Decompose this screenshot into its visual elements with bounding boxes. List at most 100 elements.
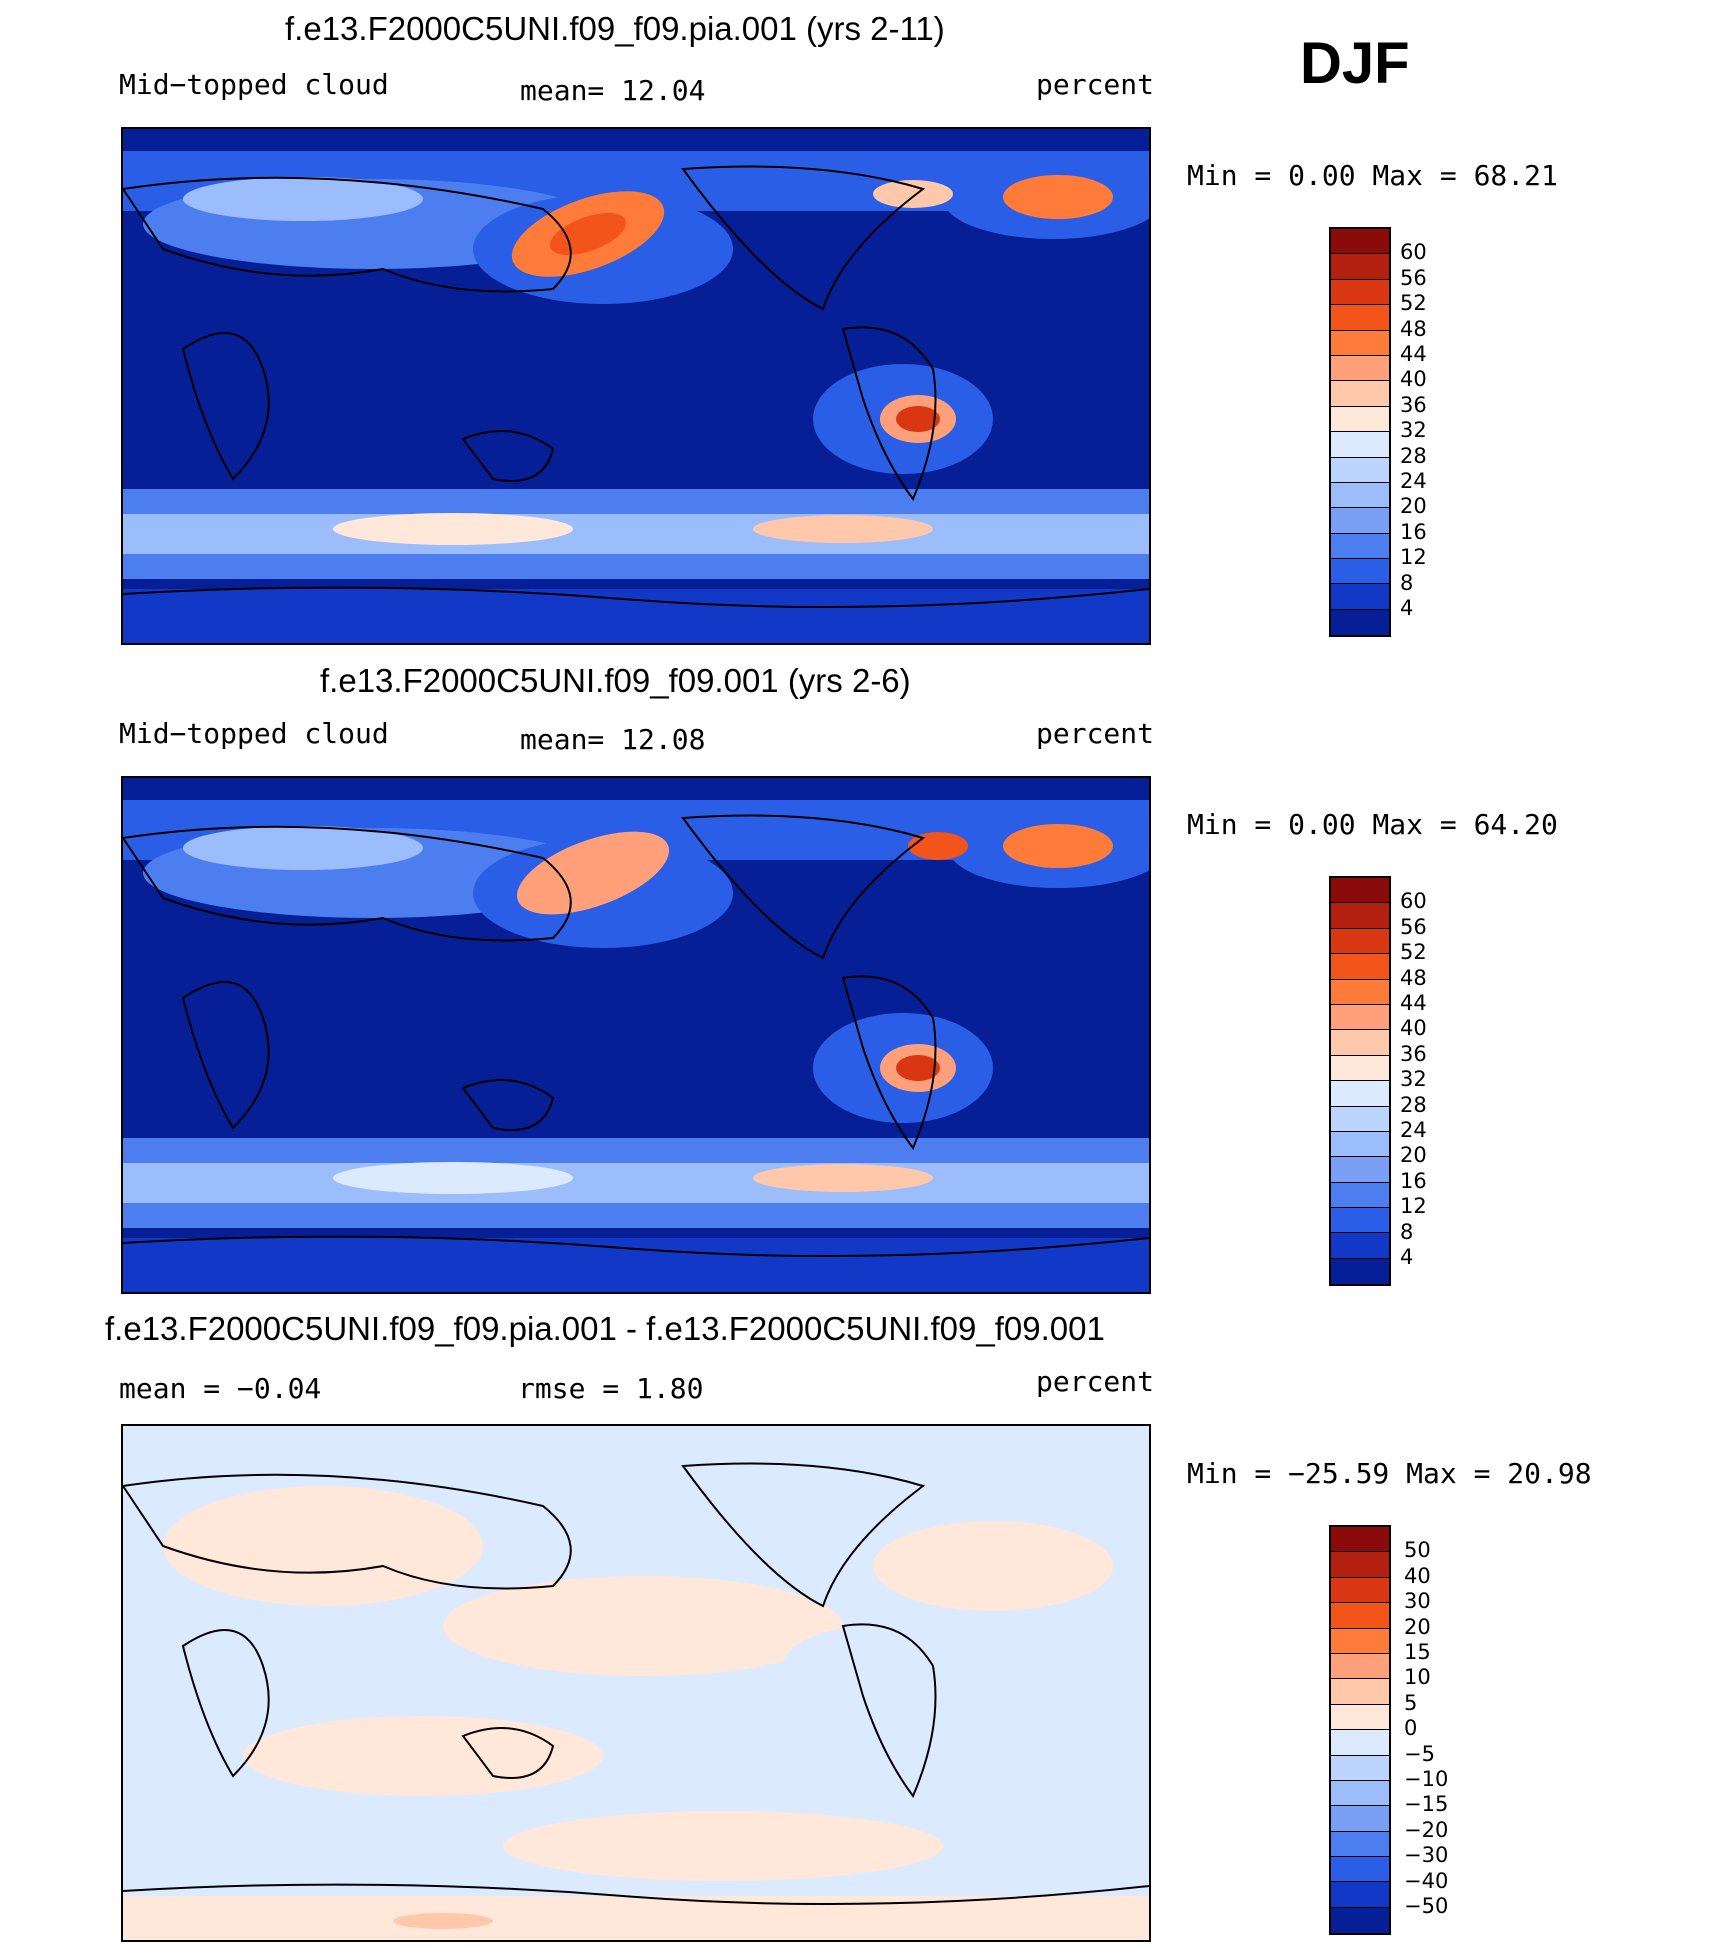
colorbar-segment	[1331, 979, 1389, 1005]
colorbar-segment	[1331, 1233, 1389, 1259]
colorbar-segment	[1331, 1208, 1389, 1234]
panel-2-map	[121, 776, 1151, 1294]
colorbar-tick-label: 44	[1400, 342, 1427, 366]
southeast-pacific-max	[896, 1055, 940, 1081]
colorbar-tick-label: 20	[1404, 1614, 1431, 1639]
eurasia-coastline	[123, 825, 572, 942]
colorbar-tick-label: −40	[1404, 1868, 1449, 1893]
colorbar-segment	[1331, 1603, 1389, 1629]
panel-1-units-label: percent	[1036, 68, 1155, 101]
colorbar-tick-label: 40	[1400, 1016, 1427, 1041]
colorbar-tick-label: 48	[1400, 316, 1427, 341]
panel-3-units-label: percent	[1036, 1365, 1155, 1398]
colorbar-segment	[1331, 609, 1389, 636]
panel-2-units-label: percent	[1036, 717, 1155, 750]
africa-coastline	[181, 1629, 270, 1778]
atlantic-storm-track-core	[1003, 175, 1113, 219]
colorbar-tick-label: 48	[1400, 965, 1427, 990]
difference-positive-4	[243, 1716, 603, 1796]
panel-1-mean-label: mean= 12.04	[520, 74, 706, 107]
colorbar-tick-label: −20	[1404, 1817, 1449, 1842]
colorbar-tick-label: 56	[1400, 265, 1427, 290]
colorbar-segment	[1331, 1882, 1389, 1908]
colorbar-tick-label: −50	[1404, 1894, 1449, 1918]
colorbar-segment	[1331, 1755, 1389, 1781]
antarctic-coastline	[123, 1235, 1149, 1257]
difference-positive-5	[503, 1811, 943, 1881]
panel-1-map-svg	[123, 129, 1149, 643]
difference-positive-2	[443, 1576, 843, 1676]
colorbar-segment	[1331, 1552, 1389, 1578]
colorbar-tick-label: −15	[1404, 1792, 1449, 1817]
panel-1-map	[121, 127, 1151, 645]
colorbar-segment	[1331, 1004, 1389, 1031]
north-america-cloud	[873, 180, 953, 208]
africa-coastline	[181, 332, 270, 481]
colorbar-segment	[1331, 457, 1389, 483]
difference-positive-3	[873, 1521, 1113, 1611]
colorbar-segment	[1331, 533, 1389, 560]
panel-3-minmax-label: Min = −25.59 Max = 20.98	[1187, 1457, 1592, 1490]
colorbar-tick-label: −10	[1404, 1767, 1449, 1791]
colorbar-segment	[1331, 1030, 1389, 1056]
australia-coastline	[461, 430, 555, 482]
colorbar-segment	[1331, 1182, 1389, 1209]
eurasia-coastline	[123, 1473, 572, 1590]
colorbar-segment	[1331, 432, 1389, 458]
panel-1-colorbar	[1329, 227, 1391, 638]
colorbar-tick-label: 56	[1400, 914, 1427, 939]
colorbar-tick-label: 8	[1400, 1219, 1414, 1244]
panel-2-mean-label: mean= 12.08	[520, 723, 706, 756]
colorbar-segment	[1331, 954, 1389, 980]
colorbar-tick-label: 4	[1400, 596, 1414, 620]
panel-2-map-svg	[123, 778, 1149, 1292]
southern-ocean-peak-1	[333, 513, 573, 545]
southern-ocean-core	[123, 514, 1149, 554]
colorbar-tick-label: 40	[1404, 1563, 1431, 1588]
colorbar-segment	[1331, 508, 1389, 534]
panel-3-title: f.e13.F2000C5UNI.f09_f09.pia.001 - f.e13…	[105, 1310, 1105, 1347]
colorbar-segment	[1331, 482, 1389, 509]
colorbar-segment	[1331, 381, 1389, 407]
colorbar-segment	[1331, 1730, 1389, 1756]
south-america-coastline	[841, 975, 937, 1150]
panel-1-minmax-label: Min = 0.00 Max = 68.21	[1187, 159, 1558, 192]
colorbar-segment	[1331, 1258, 1389, 1285]
difference-positive-1	[163, 1486, 483, 1606]
colorbar-segment	[1331, 903, 1389, 929]
colorbar-tick-label: 20	[1400, 494, 1427, 519]
colorbar-tick-label: 4	[1400, 1245, 1414, 1269]
colorbar-segment	[1331, 1653, 1389, 1680]
eurasia-coastline	[123, 176, 572, 293]
colorbar-segment	[1331, 1628, 1389, 1654]
colorbar-segment	[1331, 1527, 1389, 1553]
colorbar-segment	[1331, 1857, 1389, 1883]
colorbar-tick-label: 36	[1400, 392, 1427, 417]
colorbar-tick-label: −30	[1404, 1843, 1449, 1868]
southern-ocean-peak-2	[753, 515, 933, 543]
pacific-storm-track-core	[516, 831, 670, 915]
panel-2-variable-label: Mid−topped cloud	[119, 717, 389, 750]
panel-1-title: f.e13.F2000C5UNI.f09_f09.pia.001 (yrs 2-…	[285, 10, 945, 47]
colorbar-segment	[1331, 229, 1389, 255]
colorbar-tick-label: 50	[1404, 1538, 1431, 1563]
australia-coastline	[461, 1079, 555, 1131]
colorbar-segment	[1331, 584, 1389, 610]
colorbar-segment	[1331, 254, 1389, 280]
panel-3-map-svg	[123, 1426, 1149, 1940]
colorbar-segment	[1331, 1679, 1389, 1705]
colorbar-segment	[1331, 1780, 1389, 1807]
antarctic-coastline	[123, 586, 1149, 608]
panel-1-variable-label: Mid−topped cloud	[119, 68, 389, 101]
colorbar-segment	[1331, 878, 1389, 904]
colorbar-segment	[1331, 928, 1389, 955]
colorbar-tick-label: 32	[1400, 418, 1427, 443]
north-america-coastline	[681, 814, 926, 960]
colorbar-segment	[1331, 1577, 1389, 1604]
colorbar-tick-label: 20	[1400, 1143, 1427, 1168]
africa-coastline	[181, 981, 270, 1130]
colorbar-segment	[1331, 330, 1389, 356]
antarctic-coastline	[123, 1883, 1149, 1905]
colorbar-tick-label: 24	[1400, 1118, 1427, 1142]
colorbar-tick-label: 28	[1400, 1092, 1427, 1117]
